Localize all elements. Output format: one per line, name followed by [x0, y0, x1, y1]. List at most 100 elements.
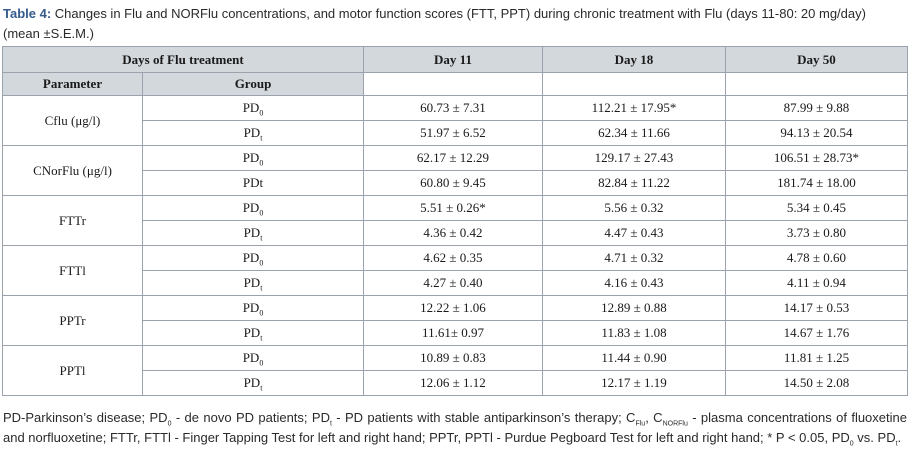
footnote-text: vs. PD [853, 430, 896, 445]
caption-label: Table 4: [3, 6, 52, 21]
group-cell: PDt [142, 320, 364, 346]
value-cell: 14.67 ± 1.76 [725, 320, 908, 346]
value-cell: 5.34 ± 0.45 [725, 195, 908, 221]
header-blank-cell [542, 72, 726, 96]
group-cell: PDt [142, 170, 364, 196]
value-cell: 51.97 ± 6.52 [363, 120, 543, 146]
group-label: PDt [242, 175, 264, 190]
group-subscript: t [260, 133, 263, 143]
value-cell: 4.62 ± 0.35 [363, 245, 543, 271]
value-cell: 4.27 ± 0.40 [363, 270, 543, 296]
value-cell: 10.89 ± 0.83 [363, 345, 543, 371]
table-row: PPTl PD0 10.89 ± 0.83 11.44 ± 0.90 11.81 ± 1… [2, 345, 908, 396]
table-row: PDt 60.80 ± 9.45 82.84 ± 11.22 181.74 ± 18.… [3, 170, 908, 196]
day-header-50: Day 50 [725, 46, 908, 73]
value-cell: 14.17 ± 0.53 [725, 295, 908, 321]
header-row-parameter: Parameter Group [2, 72, 908, 96]
group-cell: PDt [142, 370, 364, 396]
days-header: Days of Flu treatment [2, 46, 364, 73]
group-cell: PD0 [142, 295, 364, 321]
group-subscript: 0 [259, 258, 264, 268]
group-label: PD [242, 350, 260, 365]
header-row-days: Days of Flu treatment Day 11 Day 18 Day … [2, 46, 908, 73]
value-cell: 11.44 ± 0.90 [542, 345, 726, 371]
group-subscript: t [260, 283, 263, 293]
value-cell: 12.89 ± 0.88 [542, 295, 726, 321]
table-row: FTTl PD0 4.62 ± 0.35 4.71 ± 0.32 4.78 ± 0.60 [2, 245, 908, 296]
group-label: PD [243, 125, 261, 140]
footnote-text: - de novo PD patients; PD [171, 410, 330, 425]
footnote-text: . [897, 430, 902, 445]
table-row: PDt 12.06 ± 1.12 12.17 ± 1.19 14.50 ± 2.08 [3, 370, 908, 396]
value-cell: 11.81 ± 1.25 [725, 345, 908, 371]
footnote-subscript: 0 [849, 440, 854, 448]
group-cell: PD0 [142, 195, 364, 221]
group-label: PD [242, 150, 260, 165]
header-blank-cell [725, 72, 908, 96]
parameter-header: Parameter [2, 72, 143, 96]
table-row: PDt 4.36 ± 0.42 4.47 ± 0.43 3.73 ± 0.80 [3, 220, 908, 246]
table-row: PDt 51.97 ± 6.52 62.34 ± 11.66 94.13 ± 20.5… [3, 120, 908, 146]
value-cell: 82.84 ± 11.22 [542, 170, 726, 196]
value-cell: 5.56 ± 0.32 [542, 195, 726, 221]
footnote-subscript: NORFlu [662, 420, 688, 428]
footnote-text: , C [645, 410, 663, 425]
group-label: PD [243, 325, 261, 340]
table-footnote: PD-Parkinson’s disease; PD0 - de novo PD… [3, 408, 907, 448]
footnote-subscript: t [329, 420, 332, 428]
value-cell: 12.17 ± 1.19 [542, 370, 726, 396]
group-subscript: 0 [259, 208, 264, 218]
footnote-subscript: 0 [167, 420, 172, 428]
table-row: Cflu (μg/l) PD0 60.73 ± 7.31 112.21 ± 17.95… [2, 95, 908, 146]
footnote-subscript: Flu [635, 420, 646, 428]
footnote-text: PD-Parkinson’s disease; PD [3, 410, 168, 425]
group-label: PD [242, 300, 260, 315]
parameter-cell: FTTr [2, 195, 143, 246]
value-cell: 94.13 ± 20.54 [725, 120, 908, 146]
group-subscript: 0 [259, 308, 264, 318]
value-cell: 60.80 ± 9.45 [363, 170, 543, 196]
parameter-cell: PPTr [2, 295, 143, 346]
value-cell: 62.17 ± 12.29 [363, 145, 543, 171]
table-row: FTTr PD0 5.51 ± 0.26* 5.56 ± 0.32 5.34 ± 0.4… [2, 195, 908, 246]
table-row: PDt 11.61± 0.97 11.83 ± 1.08 14.67 ± 1.76 [3, 320, 908, 346]
group-cell: PD0 [142, 345, 364, 371]
parameter-cell: PPTl [2, 345, 143, 396]
group-subscript: t [260, 333, 263, 343]
value-cell: 87.99 ± 9.88 [725, 95, 908, 121]
group-header: Group [142, 72, 364, 96]
header-blank-cell [363, 72, 543, 96]
day-header-11: Day 11 [363, 46, 543, 73]
group-cell: PD0 [142, 145, 364, 171]
value-cell: 4.36 ± 0.42 [363, 220, 543, 246]
value-cell: 4.78 ± 0.60 [725, 245, 908, 271]
value-cell: 4.71 ± 0.32 [542, 245, 726, 271]
table-row: PPTr PD0 12.22 ± 1.06 12.89 ± 0.88 14.17 ± 0… [2, 295, 908, 346]
group-label: PD [243, 275, 261, 290]
value-cell: 11.83 ± 1.08 [542, 320, 726, 346]
value-cell: 3.73 ± 0.80 [725, 220, 908, 246]
footnote-text: - PD patients with stable antiparkinson’… [331, 410, 636, 425]
value-cell: 4.11 ± 0.94 [725, 270, 908, 296]
value-cell: 62.34 ± 11.66 [542, 120, 726, 146]
group-label: PD [243, 375, 261, 390]
group-label: PD [242, 100, 260, 115]
group-label: PD [242, 250, 260, 265]
footnote-text: - plasma concentrations of fluoxetine an… [3, 410, 907, 445]
table-caption: Table 4: Changes in Flu and NORFlu conce… [3, 4, 903, 44]
group-label: PD [243, 225, 261, 240]
table-row: PDt 4.27 ± 0.40 4.16 ± 0.43 4.11 ± 0.94 [3, 270, 908, 296]
caption-text: Changes in Flu and NORFlu concentrations… [3, 6, 866, 41]
value-cell: 5.51 ± 0.26* [363, 195, 543, 221]
value-cell: 4.47 ± 0.43 [542, 220, 726, 246]
group-cell: PD0 [142, 245, 364, 271]
group-subscript: t [260, 383, 263, 393]
day-header-18: Day 18 [542, 46, 726, 73]
value-cell: 112.21 ± 17.95* [542, 95, 726, 121]
footnote-subscript: t [895, 440, 898, 448]
group-cell: PD0 [142, 95, 364, 121]
group-cell: PDt [142, 220, 364, 246]
table-row: CNorFlu (μg/l) PD0 62.17 ± 12.29 129.17 ± 2… [2, 145, 908, 196]
group-cell: PDt [142, 120, 364, 146]
value-cell: 12.06 ± 1.12 [363, 370, 543, 396]
